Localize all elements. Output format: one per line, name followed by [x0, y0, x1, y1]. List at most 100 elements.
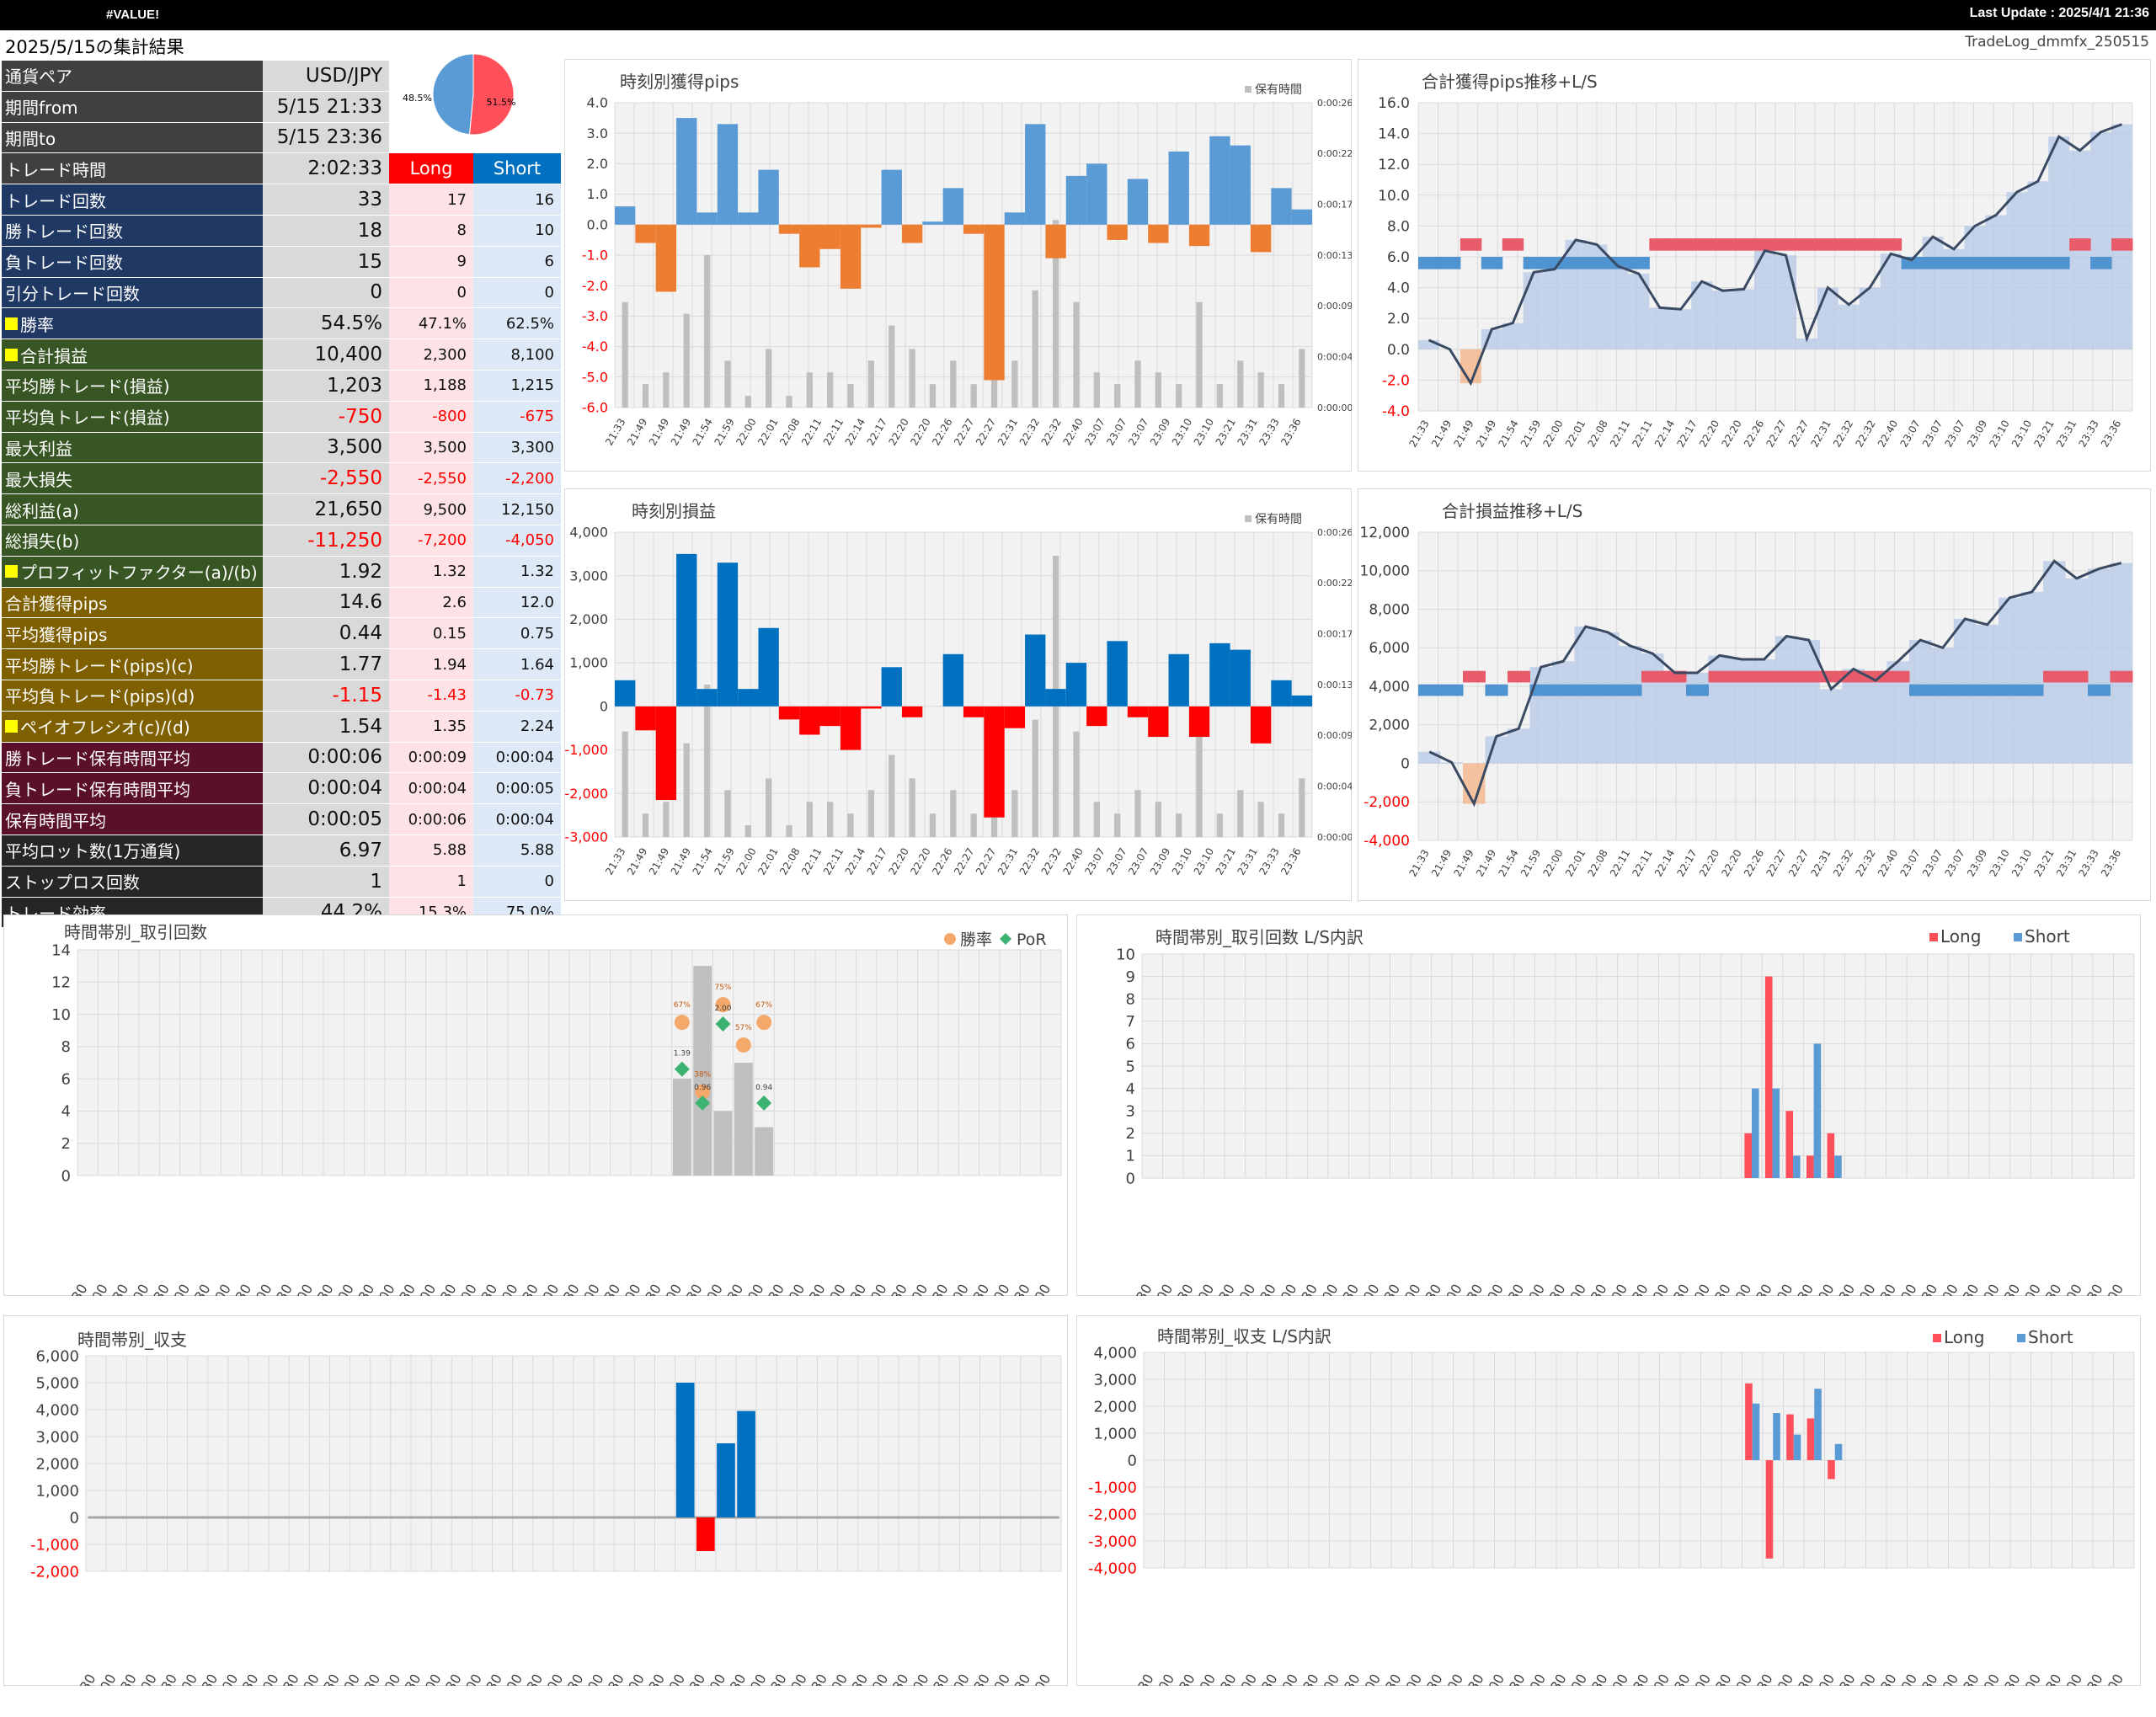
hold-time-bar [765, 778, 772, 837]
trade-count-bar [713, 1111, 733, 1176]
row-label: 引分トレード回数 [2, 277, 263, 308]
hold-time-bar [1155, 372, 1162, 408]
y-tick-label: 8 [1126, 991, 1135, 1009]
row-label: 勝トレード保有時間平均 [2, 742, 263, 773]
side-indicator [2048, 257, 2070, 269]
side-indicator [1502, 238, 1524, 251]
cumulative-area [1909, 640, 1932, 764]
row-long: 0 [389, 277, 473, 308]
chart-cumulative-pips: 合計獲得pips推移+L/S 16.0 14.0 12.0 10.0 8.0 6.0 4.0 2… [1358, 59, 2151, 475]
y-tick-label: -2,000 [1088, 1506, 1137, 1523]
side-indicator [1754, 238, 1776, 251]
summary-row: 期間from 5/15 21:33 [2, 91, 561, 123]
hold-time-bar [827, 372, 834, 408]
y-tick-label: 0:00:22 [1317, 578, 1352, 589]
hold-time-bar [642, 813, 649, 837]
hold-time-bar [1134, 360, 1141, 408]
hold-time-bar [1299, 349, 1305, 408]
y-tick-label: 0:00:17 [1317, 629, 1352, 640]
hold-time-bar [806, 802, 814, 837]
row-label: ペイオフレシオ(c)/(d) [2, 711, 263, 742]
hold-time-bar [889, 325, 895, 408]
value-bar [1045, 224, 1066, 259]
value-bar [861, 224, 882, 228]
long-short-pie-chart: 51.5% 48.5% [403, 53, 516, 136]
chart-trades-by-timeslot-ls: 時間帯別_取引回数 L/S内訳10987654321007:00~07:3007… [1076, 914, 2141, 1366]
cumulative-area [1663, 672, 1686, 764]
row-short: 0:00:05 [473, 773, 561, 804]
value-bar [676, 553, 697, 707]
y-tick-label: 4 [61, 1103, 71, 1121]
value-bar [655, 706, 677, 801]
y-tick-label: 6 [61, 1070, 71, 1088]
side-indicator [1712, 238, 1734, 251]
row-label: 期間to [2, 122, 263, 153]
win-rate-label: 75% [714, 984, 731, 992]
cumulative-area [2006, 192, 2028, 349]
summary-row: トレード回数 33 17 16 [2, 184, 561, 216]
y-tick-label: 2,000 [35, 1455, 79, 1473]
hold-time-bar [1155, 802, 1162, 837]
side-indicator [1943, 257, 1965, 269]
y-tick-label: 4.0 [1387, 280, 1410, 297]
y-tick-label: 3 [1126, 1103, 1135, 1121]
row-short: 1,215 [473, 370, 561, 401]
long-count-bar [1806, 1155, 1814, 1178]
side-indicator [1976, 684, 1999, 696]
cumulative-area [1544, 269, 1566, 349]
trade-count-bar [755, 1127, 774, 1176]
value-bar [799, 706, 820, 735]
value-bar [635, 706, 656, 731]
legend-swatch-hold [1245, 86, 1251, 93]
side-indicator [1838, 238, 1860, 251]
row-long: 2.6 [389, 587, 473, 618]
value-bar [1025, 634, 1046, 707]
pnl-bar [717, 1443, 735, 1517]
row-short: 12,150 [473, 494, 561, 525]
cumulative-area [1565, 239, 1587, 349]
y-tick-label: 0.0 [1387, 342, 1410, 359]
row-label: 平均勝トレード(pips)(c) [2, 649, 263, 680]
long-pnl-bar [1765, 1460, 1774, 1559]
cumulative-area [1922, 237, 1944, 349]
legend-por-icon [1000, 933, 1011, 945]
row-total: 2:02:33 [263, 153, 389, 184]
legend-win-rate: 勝率 [960, 930, 992, 949]
side-indicator [1418, 257, 1440, 269]
hold-time-bar [622, 301, 628, 408]
side-indicator [1796, 238, 1818, 251]
y-tick-label: 0:00:26 [1317, 98, 1352, 109]
value-bar [901, 224, 923, 243]
side-indicator [1901, 257, 1924, 269]
y-tick-label: -1,000 [30, 1536, 79, 1554]
side-indicator [2043, 670, 2066, 683]
legend-long: Long [1944, 1327, 1984, 1347]
row-label: 平均勝トレード(損益) [2, 370, 263, 401]
pie-label-short: 51.5% [487, 97, 516, 108]
y-tick-label: -5.0 [582, 369, 608, 385]
row-long: -2,550 [389, 463, 473, 494]
value-bar [717, 563, 739, 707]
cumulative-line [1428, 559, 2122, 808]
summary-row: プロフィットファクター(a)/(b) 1.92 1.32 1.32 [2, 556, 561, 588]
value-bar [1209, 643, 1230, 707]
hold-time-bar [1176, 384, 1182, 408]
row-total: 18 [263, 215, 389, 246]
hold-time-bar [1032, 719, 1038, 837]
row-total: 1 [263, 866, 389, 897]
summary-row: 平均獲得pips 0.44 0.15 0.75 [2, 618, 561, 650]
hold-time-bar [970, 384, 977, 408]
row-long: 5.88 [389, 835, 473, 866]
value-bar [1065, 663, 1087, 707]
y-tick-label: 0 [1401, 755, 1410, 772]
y-tick-label: 8.0 [1387, 218, 1410, 235]
por-marker [756, 1095, 772, 1111]
row-short: Short [473, 153, 561, 184]
summary-row: ペイオフレシオ(c)/(d) 1.54 1.35 2.24 [2, 711, 561, 743]
y-tick-label: -3.0 [582, 308, 608, 324]
cumulative-area [2111, 124, 2132, 349]
row-label: 期間from [2, 91, 263, 122]
long-pnl-bar [1806, 1418, 1815, 1460]
row-long: 47.1% [389, 308, 473, 339]
y-tick-label: 14.0 [1378, 126, 1410, 143]
